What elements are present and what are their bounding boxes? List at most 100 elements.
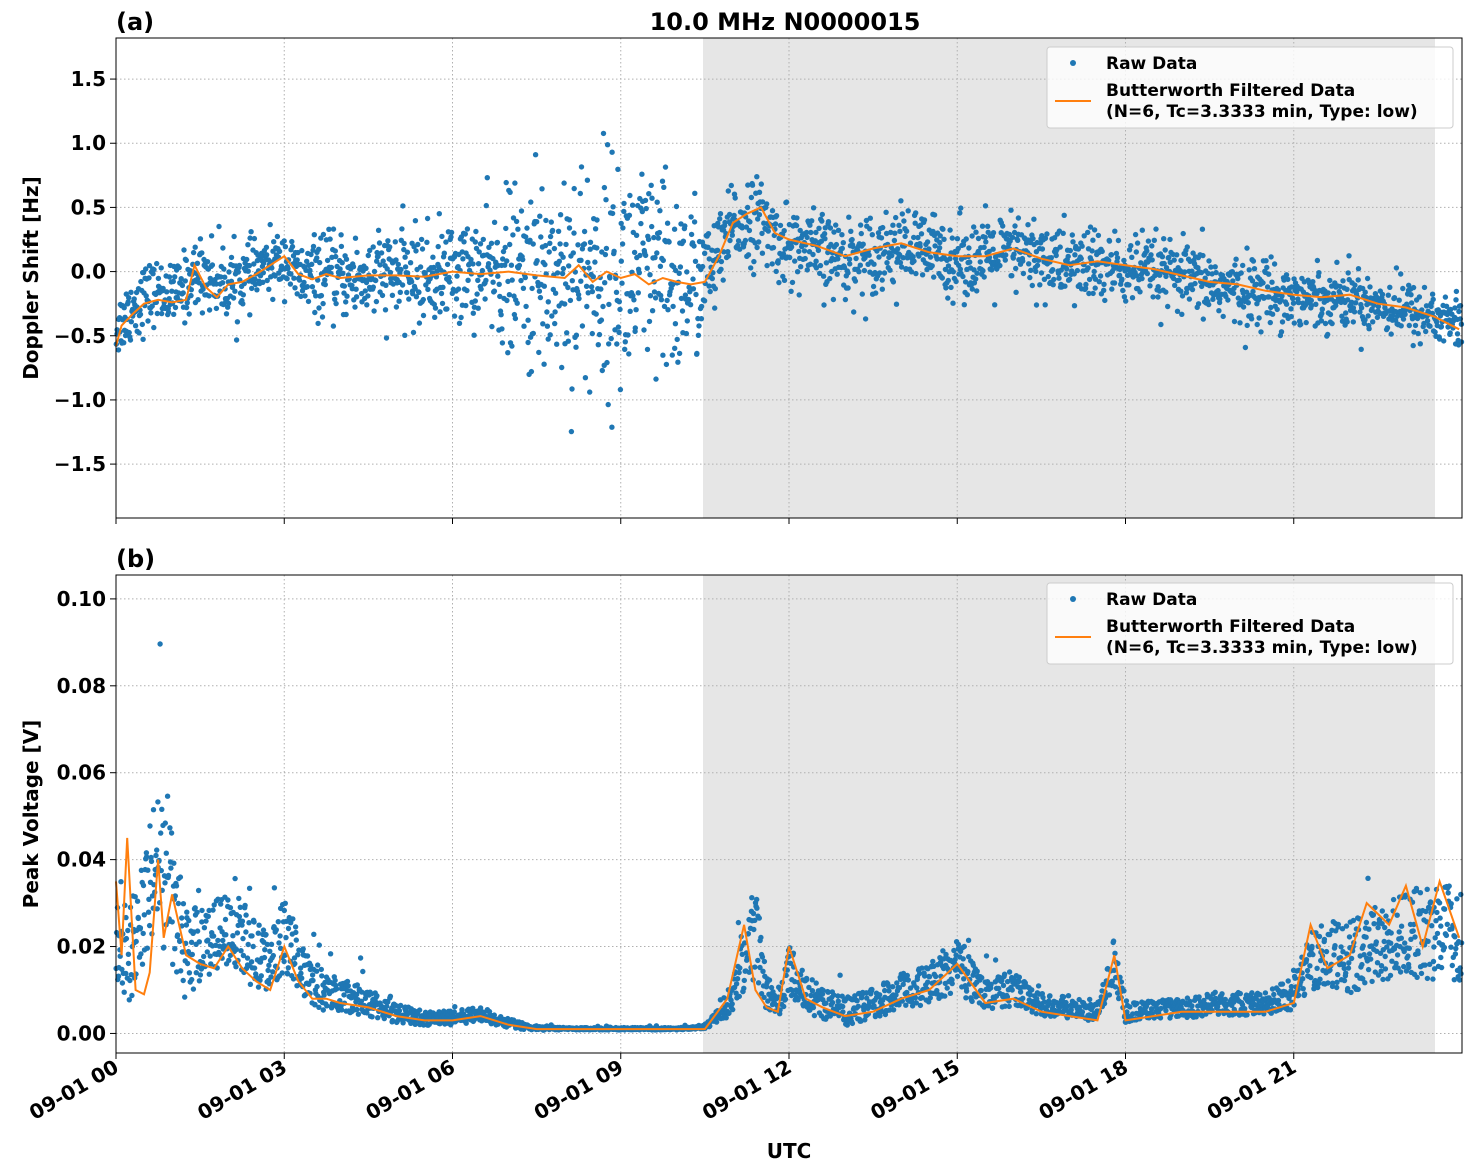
raw-data-point xyxy=(161,944,167,950)
raw-data-point xyxy=(664,220,671,226)
raw-data-point xyxy=(1072,252,1078,258)
raw-data-point xyxy=(676,350,683,357)
raw-data-point xyxy=(338,243,345,250)
raw-data-point xyxy=(677,264,684,270)
raw-data-point xyxy=(145,318,151,324)
raw-data-point xyxy=(316,305,322,311)
raw-data-point xyxy=(1314,965,1320,971)
raw-data-point xyxy=(1065,253,1071,260)
raw-data-point xyxy=(611,248,617,254)
raw-data-point xyxy=(1108,252,1115,258)
raw-data-point xyxy=(268,974,274,980)
raw-data-point xyxy=(1053,252,1059,259)
raw-data-point xyxy=(456,320,463,326)
raw-data-point xyxy=(371,268,378,275)
raw-data-point xyxy=(1190,250,1196,256)
raw-data-point xyxy=(1116,272,1123,278)
raw-data-point xyxy=(502,262,508,268)
raw-data-point xyxy=(989,1005,996,1011)
raw-data-point xyxy=(739,951,745,957)
raw-data-point xyxy=(443,239,449,245)
raw-data-point xyxy=(1167,259,1173,265)
raw-data-point xyxy=(600,303,606,310)
raw-data-point xyxy=(1121,257,1127,264)
raw-data-point xyxy=(867,226,873,232)
raw-data-point xyxy=(1178,288,1184,294)
raw-data-point xyxy=(548,219,554,225)
raw-data-point xyxy=(143,854,150,860)
raw-data-point xyxy=(190,249,197,256)
raw-data-point xyxy=(332,296,338,302)
raw-data-point xyxy=(963,988,970,994)
raw-data-point xyxy=(1161,236,1167,242)
raw-data-point xyxy=(233,946,240,953)
raw-data-point xyxy=(262,947,268,953)
raw-data-point xyxy=(606,301,612,308)
raw-data-point xyxy=(246,262,253,269)
raw-data-point xyxy=(160,285,166,292)
raw-data-point xyxy=(406,296,412,302)
raw-data-point xyxy=(578,164,585,170)
raw-data-point xyxy=(933,973,939,980)
raw-data-point xyxy=(324,1003,330,1009)
raw-data-point xyxy=(474,291,480,297)
raw-data-point xyxy=(1303,319,1309,326)
raw-data-point xyxy=(118,879,124,885)
raw-data-point xyxy=(748,265,754,271)
raw-data-point xyxy=(401,240,407,247)
raw-data-point xyxy=(353,286,359,292)
raw-data-point xyxy=(446,274,452,281)
raw-data-point xyxy=(1287,1007,1294,1013)
raw-data-point xyxy=(808,992,814,999)
raw-data-point xyxy=(1066,276,1073,282)
raw-data-point xyxy=(521,323,527,329)
raw-data-point xyxy=(1076,1004,1083,1010)
raw-data-point xyxy=(416,1007,423,1013)
raw-data-point xyxy=(1318,318,1325,324)
raw-data-point xyxy=(663,361,670,368)
raw-data-point xyxy=(637,252,643,259)
raw-data-point xyxy=(559,270,566,277)
raw-data-point xyxy=(504,297,510,304)
raw-data-point xyxy=(205,913,211,920)
raw-data-point xyxy=(691,243,697,249)
raw-data-point xyxy=(957,266,963,272)
raw-data-point xyxy=(880,224,886,231)
raw-data-point xyxy=(897,228,903,234)
raw-data-point xyxy=(453,296,460,302)
raw-data-point xyxy=(380,258,386,264)
raw-data-point xyxy=(943,285,949,291)
raw-data-point xyxy=(773,213,780,219)
raw-data-point xyxy=(1138,260,1144,266)
raw-data-point xyxy=(1220,313,1226,320)
raw-data-point xyxy=(1004,978,1011,985)
raw-data-point xyxy=(1276,1002,1282,1008)
raw-data-point xyxy=(669,352,675,358)
raw-data-point xyxy=(1436,336,1443,342)
raw-data-point xyxy=(943,951,949,958)
raw-data-point xyxy=(1458,321,1465,327)
raw-data-point xyxy=(978,987,984,994)
raw-data-point xyxy=(255,984,262,990)
raw-data-point xyxy=(658,292,664,299)
raw-data-point xyxy=(289,243,296,250)
raw-data-point xyxy=(657,263,664,269)
raw-data-point xyxy=(684,318,690,324)
raw-data-point xyxy=(284,276,290,282)
raw-data-point xyxy=(646,318,653,325)
raw-data-point xyxy=(1215,287,1221,294)
raw-data-point xyxy=(128,289,134,295)
raw-data-point xyxy=(242,902,248,909)
raw-data-point xyxy=(204,949,210,955)
raw-data-point xyxy=(751,926,757,933)
raw-data-point xyxy=(182,278,188,284)
raw-data-point xyxy=(879,286,885,292)
raw-data-point xyxy=(883,230,890,237)
raw-data-point xyxy=(596,331,603,338)
raw-data-point xyxy=(313,968,320,974)
raw-data-point xyxy=(673,203,680,210)
raw-data-point xyxy=(759,199,766,205)
raw-data-point xyxy=(1402,311,1408,317)
raw-data-point xyxy=(835,998,841,1004)
raw-data-point xyxy=(1445,324,1451,330)
